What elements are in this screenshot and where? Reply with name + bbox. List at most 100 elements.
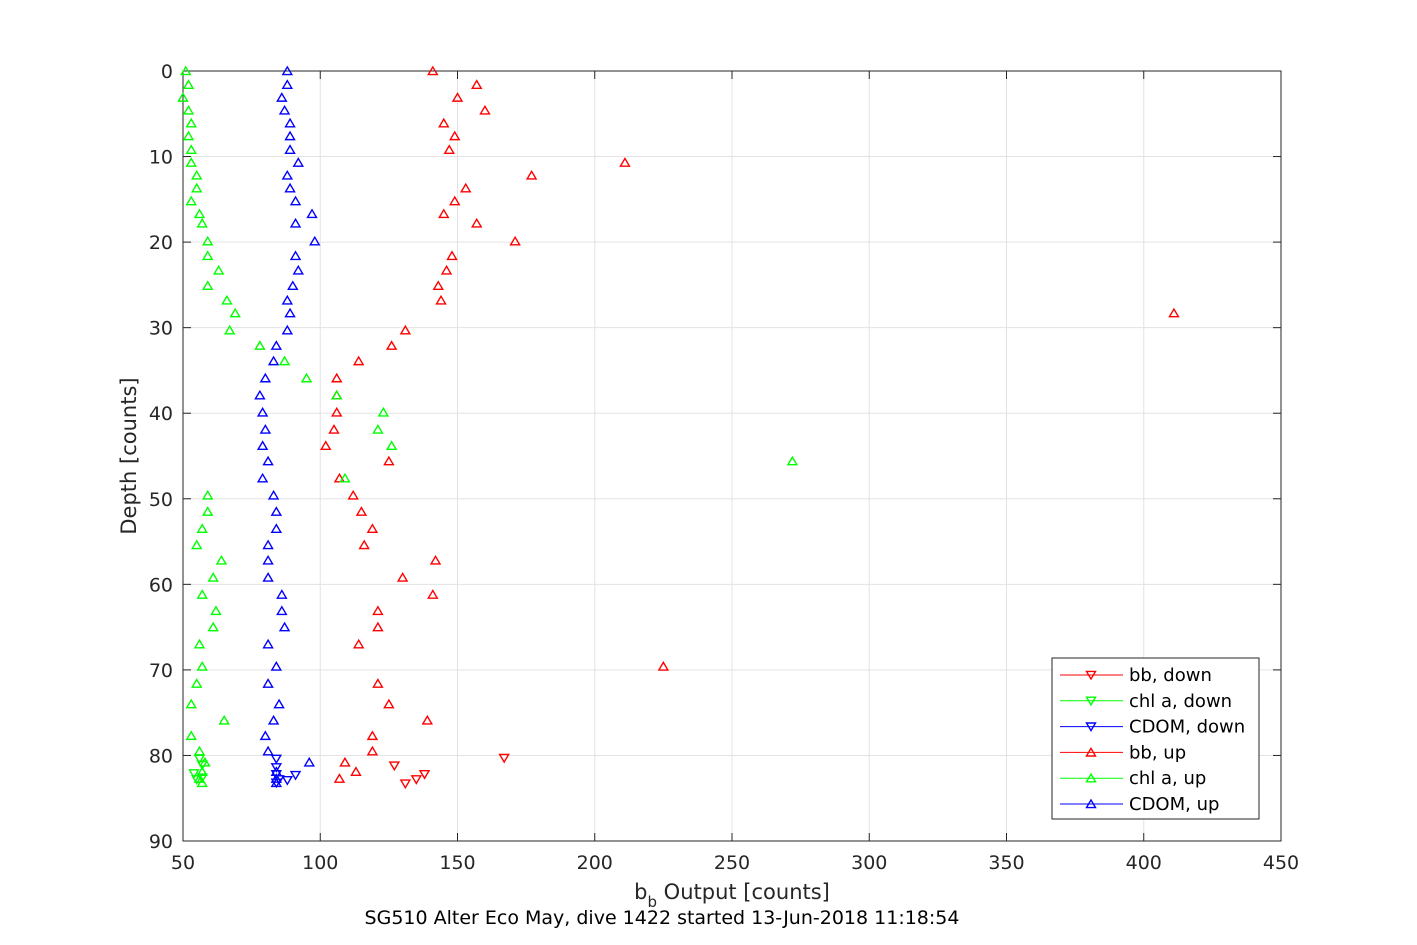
data-point-up (270, 777, 283, 788)
data-point-up (193, 745, 206, 756)
data-point-up (185, 144, 197, 155)
data-point-up (438, 117, 450, 128)
data-point-up (355, 506, 368, 516)
data-point-up (193, 638, 206, 649)
data-point-up (372, 605, 384, 616)
data-point-up (262, 554, 274, 565)
data-point-up (438, 208, 450, 219)
data-point-up (427, 589, 439, 599)
data-point-up (262, 678, 274, 688)
data-point-down (188, 769, 200, 779)
data-point-up (350, 766, 362, 776)
data-point-down (281, 775, 294, 786)
data-point-up (191, 539, 203, 550)
data-point-up (358, 539, 370, 550)
data-point-up (229, 307, 241, 318)
data-point-up (284, 130, 296, 141)
data-point-up (289, 217, 302, 228)
data-point-up (201, 506, 214, 516)
data-point-up (276, 605, 288, 616)
x-tick-label: 50 (171, 852, 195, 874)
data-point-up (385, 340, 398, 350)
data-point-up (201, 250, 214, 261)
data-point-up (292, 264, 305, 275)
x-axis-ticks: 50 100 150 200 250 300 350 400 450 (171, 71, 1299, 874)
data-point-up (383, 455, 395, 466)
data-point-up (281, 65, 294, 76)
data-point-down (498, 753, 510, 764)
y-tick-label: 80 (149, 745, 173, 767)
data-point-up (479, 104, 491, 115)
data-point-down (270, 769, 283, 780)
data-point-up (196, 523, 208, 534)
data-point-up (330, 372, 343, 383)
data-point-down (410, 775, 423, 785)
data-point-up (330, 389, 343, 400)
data-point-up (281, 169, 294, 180)
data-point-up (196, 217, 208, 228)
data-point-up (215, 554, 228, 565)
data-point-up (366, 523, 379, 534)
data-point-up (270, 523, 283, 534)
data-point-up (396, 572, 409, 582)
data-point-up (383, 698, 395, 709)
data-point-up (509, 235, 521, 246)
data-point-up (281, 294, 294, 305)
data-point-up (254, 389, 266, 400)
data-point-up (262, 455, 274, 466)
data-point-up (182, 79, 195, 89)
data-point-up (262, 572, 274, 582)
data-point-up (300, 372, 313, 383)
data-point-up (278, 621, 291, 632)
data-point-up (451, 92, 464, 102)
data-point-up (256, 406, 269, 417)
data-point-up (180, 65, 192, 76)
legend-marker (1085, 798, 1097, 809)
data-point-up (276, 92, 288, 102)
y-axis-label: Depth [counts] (117, 377, 141, 534)
data-point-up (429, 554, 442, 565)
data-point-up (366, 745, 379, 756)
data-point-up (460, 182, 472, 193)
data-point-up (267, 355, 280, 366)
data-point-up (182, 104, 195, 115)
data-point-up (289, 250, 302, 261)
y-tick-label: 0 (161, 61, 173, 83)
x-axis-label: bb Output [counts] (634, 880, 830, 911)
data-point-up (262, 745, 274, 756)
data-point-up (196, 766, 208, 776)
data-point-up (284, 144, 296, 155)
data-point-up (385, 440, 398, 451)
x-tick-label: 400 (1126, 852, 1162, 874)
data-point-up (786, 455, 799, 466)
x-tick-label: 450 (1263, 852, 1299, 874)
data-point-up (191, 678, 203, 688)
data-point-up (328, 424, 340, 434)
data-point-up (201, 235, 214, 246)
data-point-up (259, 730, 272, 741)
legend: bb, down chl a, down CDOM, down bb, up chl a… (1051, 657, 1260, 820)
legend-label: chl a, up (1129, 768, 1206, 789)
data-point-up (270, 340, 283, 350)
data-point-up (449, 195, 461, 206)
data-point-up (259, 372, 272, 383)
data-point-up (185, 698, 197, 709)
data-point-up (201, 280, 214, 291)
data-point-up (333, 472, 346, 483)
x-axis-label-main: b (634, 880, 647, 904)
x-axis-label-sub: b (647, 893, 657, 911)
data-point-up (449, 130, 461, 141)
x-tick-label: 150 (439, 852, 475, 874)
y-tick-label: 70 (149, 660, 173, 682)
data-point-up (207, 621, 219, 632)
x-tick-label: 300 (851, 852, 887, 874)
data-point-down (289, 770, 302, 781)
series-1 (188, 754, 208, 785)
x-tick-label: 350 (988, 852, 1024, 874)
data-point-up (196, 777, 208, 788)
data-point-up (284, 182, 296, 193)
data-point-up (267, 489, 280, 500)
grid-lines (182, 70, 1282, 842)
data-point-up (191, 169, 203, 180)
